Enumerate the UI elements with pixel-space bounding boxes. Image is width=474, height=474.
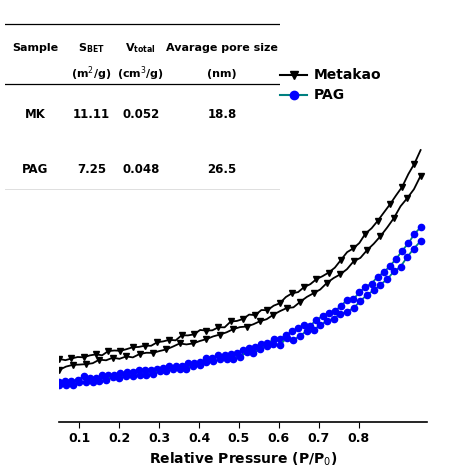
Text: V$_{\bf total}$: V$_{\bf total}$ bbox=[126, 41, 156, 55]
Legend: Metakao, PAG: Metakao, PAG bbox=[275, 63, 386, 108]
Text: 11.11: 11.11 bbox=[73, 108, 110, 121]
Text: (cm$^3$/g): (cm$^3$/g) bbox=[118, 64, 164, 83]
Text: PAG: PAG bbox=[22, 163, 48, 176]
Text: (nm): (nm) bbox=[207, 69, 237, 79]
Text: (m$^2$/g): (m$^2$/g) bbox=[71, 64, 111, 83]
Text: 26.5: 26.5 bbox=[207, 163, 237, 176]
Text: S$_{\bf BET}$: S$_{\bf BET}$ bbox=[78, 41, 105, 55]
Text: Sample: Sample bbox=[12, 43, 58, 53]
Text: MK: MK bbox=[25, 108, 46, 121]
Text: 0.048: 0.048 bbox=[122, 163, 160, 176]
Text: 0.052: 0.052 bbox=[122, 108, 159, 121]
Text: Avarage pore size: Avarage pore size bbox=[166, 43, 278, 53]
Text: 18.8: 18.8 bbox=[207, 108, 237, 121]
Text: 7.25: 7.25 bbox=[77, 163, 106, 176]
X-axis label: Relative Pressure (P/P$_0$): Relative Pressure (P/P$_0$) bbox=[149, 451, 337, 468]
